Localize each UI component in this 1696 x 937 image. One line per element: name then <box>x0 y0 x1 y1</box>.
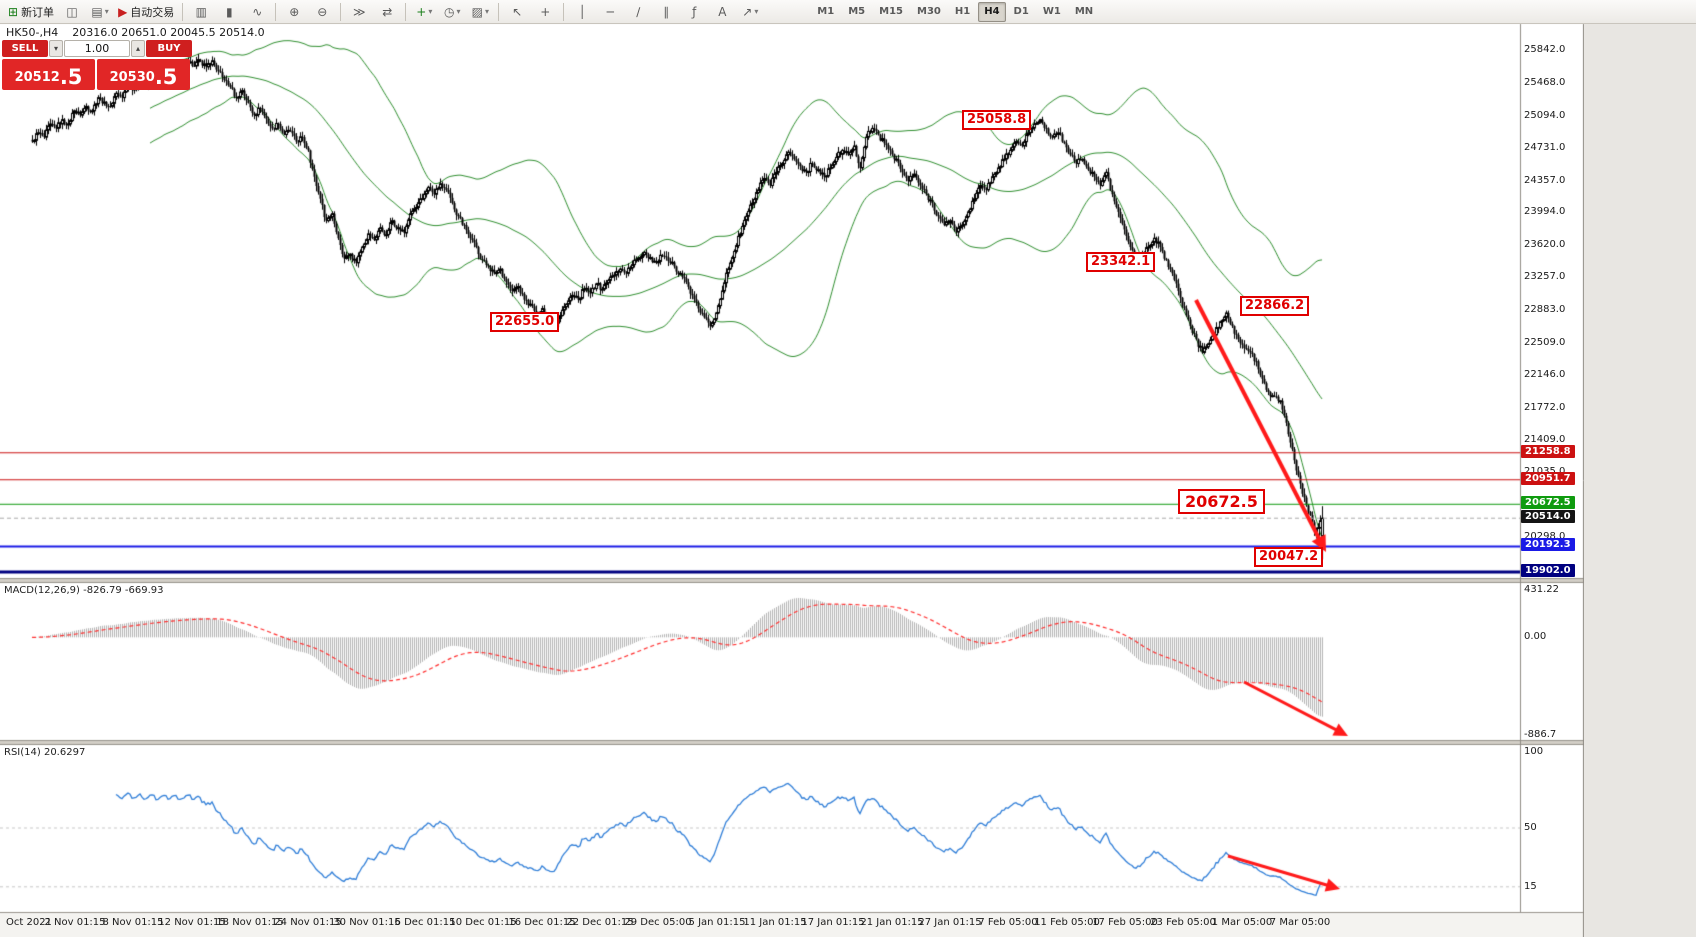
zoom-out-icon: ⊖ <box>317 4 328 19</box>
timeframe-mn-button[interactable]: MN <box>1074 6 1094 17</box>
one-click-trading-widget: SELL ▾ 1.00 ▴ BUY 20512.5 20530.5 <box>2 40 192 90</box>
profiles-dropdown-icon[interactable]: ▾ <box>104 7 109 16</box>
chart-canvas[interactable] <box>0 0 1584 937</box>
zoom-in-button[interactable]: ⊕ <box>281 1 307 23</box>
templates-button[interactable]: ▨ ▾ <box>467 1 493 23</box>
channel-button[interactable]: ∥ <box>653 1 679 23</box>
new-chart-icon: ◫ <box>66 4 78 19</box>
bar-chart-button[interactable]: ▥ <box>188 1 214 23</box>
periods-dropdown-icon[interactable]: ▾ <box>456 7 461 16</box>
sell-price: 20512 <box>14 70 60 85</box>
fibonacci-button[interactable]: ƒ <box>681 1 707 23</box>
bar-chart-icon: ▥ <box>195 4 207 19</box>
buy-price-fraction: .5 <box>154 65 178 89</box>
crosshair-icon: + <box>540 4 551 19</box>
autotrading-icon: ▶ <box>118 4 128 19</box>
toolbar-separator <box>182 2 184 21</box>
timeframe-m15-button[interactable]: M15 <box>879 6 904 17</box>
indicators-icon: + <box>416 4 427 19</box>
cursor-button[interactable]: ↖ <box>504 1 530 23</box>
chart-shift-button[interactable]: ⇄ <box>374 1 400 23</box>
line-chart-icon: ∿ <box>252 4 263 19</box>
channel-icon: ∥ <box>663 4 670 19</box>
auto-scroll-button[interactable]: ≫ <box>346 1 372 23</box>
timeframe-h1-button[interactable]: H1 <box>954 6 971 17</box>
candle-chart-icon: ▮ <box>225 4 233 19</box>
zoom-in-icon: ⊕ <box>289 4 300 19</box>
crosshair-button[interactable]: + <box>532 1 558 23</box>
zoom-out-button[interactable]: ⊖ <box>309 1 335 23</box>
buy-price-panel[interactable]: 20530.5 <box>97 59 190 90</box>
toolbar-separator <box>275 2 277 21</box>
profiles-button[interactable]: ▤ ▾ <box>87 1 113 23</box>
templates-dropdown-icon[interactable]: ▾ <box>484 7 489 16</box>
text-button[interactable]: A <box>709 1 735 23</box>
trendline-button[interactable]: ∕ <box>625 1 651 23</box>
templates-icon: ▨ <box>471 4 483 19</box>
chart-shift-icon: ⇄ <box>382 4 393 19</box>
sell-button[interactable]: SELL <box>2 40 48 57</box>
autotrading-button[interactable]: ▶ 自动交易 <box>115 1 177 23</box>
trade-widget-prices: 20512.5 20530.5 <box>2 59 192 90</box>
volume-down-icon[interactable]: ▾ <box>49 40 63 57</box>
rsi-indicator-label: RSI(14) 20.6297 <box>4 747 86 758</box>
vertical-line-button[interactable]: │ <box>569 1 595 23</box>
fibonacci-icon: ƒ <box>692 4 697 19</box>
horizontal-line-icon: ─ <box>606 4 614 19</box>
sell-price-fraction: .5 <box>59 65 83 89</box>
buy-price: 20530 <box>109 70 155 85</box>
arrows-icon: ↗ <box>742 4 753 19</box>
arrows-button[interactable]: ↗ ▾ <box>737 1 763 23</box>
periods-icon: ◷ <box>444 4 455 19</box>
trendline-icon: ∕ <box>636 4 641 19</box>
cursor-icon: ↖ <box>512 4 523 19</box>
symbol-timeframe-label: HK50-,H4 <box>6 26 59 39</box>
line-chart-button[interactable]: ∿ <box>244 1 270 23</box>
timeframe-m1-button[interactable]: M1 <box>817 6 835 17</box>
trade-widget-top-row: SELL ▾ 1.00 ▴ BUY <box>2 40 192 57</box>
vertical-line-icon: │ <box>578 4 586 19</box>
auto-scroll-icon: ≫ <box>353 4 366 19</box>
profiles-icon: ▤ <box>91 4 103 19</box>
sell-price-panel[interactable]: 20512.5 <box>2 59 95 90</box>
new-order-icon: ⊞ <box>8 4 19 19</box>
timeframe-h4-button[interactable]: H4 <box>978 1 1006 22</box>
toolbar-separator <box>405 2 407 21</box>
volume-input[interactable]: 1.00 <box>64 40 130 57</box>
text-icon: A <box>718 4 727 19</box>
timeframe-m30-button[interactable]: M30 <box>917 6 941 17</box>
macd-indicator-label: MACD(12,26,9) -826.79 -669.93 <box>4 585 164 596</box>
timeframe-w1-button[interactable]: W1 <box>1042 6 1061 17</box>
horizontal-line-button[interactable]: ─ <box>597 1 623 23</box>
candle-chart-button[interactable]: ▮ <box>216 1 242 23</box>
arrows-dropdown-icon[interactable]: ▾ <box>754 7 759 16</box>
periods-button[interactable]: ◷ ▾ <box>439 1 465 23</box>
toolbar-separator <box>498 2 500 21</box>
timeframe-d1-button[interactable]: D1 <box>1013 6 1029 17</box>
toolbar-separator <box>563 2 565 21</box>
indicators-dropdown-icon[interactable]: ▾ <box>428 7 433 16</box>
ohlc-values: 20316.0 20651.0 20045.5 20514.0 <box>72 26 265 39</box>
new-order-button[interactable]: ⊞ 新订单 <box>5 1 57 23</box>
main-toolbar: ⊞ 新订单 ◫ ▤ ▾ ▶ 自动交易 ▥ ▮ ∿ ⊕ ⊖ ≫ ⇄ + ▾ ◷ ▾ ▨ ▾ ↖ + │ ─ ∕ ∥ ƒ A ↗ ▾ M1 M5 M… <box>0 0 1696 24</box>
toolbar-separator <box>340 2 342 21</box>
timeframe-m5-button[interactable]: M5 <box>848 6 866 17</box>
chart-ohlc-header: HK50-,H4 20316.0 20651.0 20045.5 20514.0 <box>6 26 265 39</box>
buy-button[interactable]: BUY <box>146 40 192 57</box>
volume-up-icon[interactable]: ▴ <box>131 40 145 57</box>
indicators-button[interactable]: + ▾ <box>411 1 437 23</box>
autotrading-label: 自动交易 <box>130 5 175 19</box>
new-chart-button[interactable]: ◫ <box>59 1 85 23</box>
new-order-label: 新订单 <box>21 5 55 19</box>
